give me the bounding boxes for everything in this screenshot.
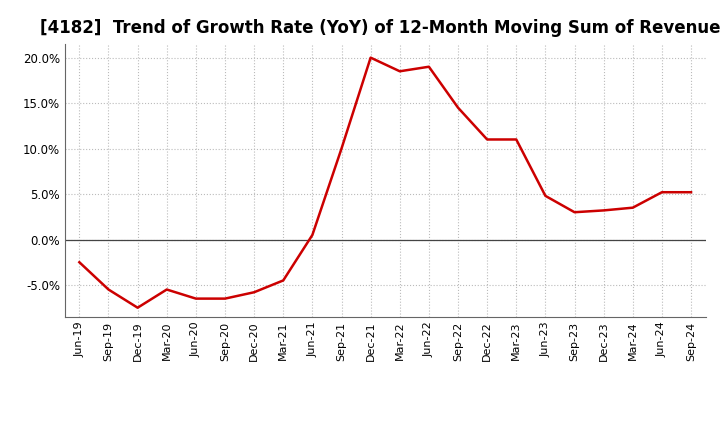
Title: [4182]  Trend of Growth Rate (YoY) of 12-Month Moving Sum of Revenues: [4182] Trend of Growth Rate (YoY) of 12-… (40, 19, 720, 37)
